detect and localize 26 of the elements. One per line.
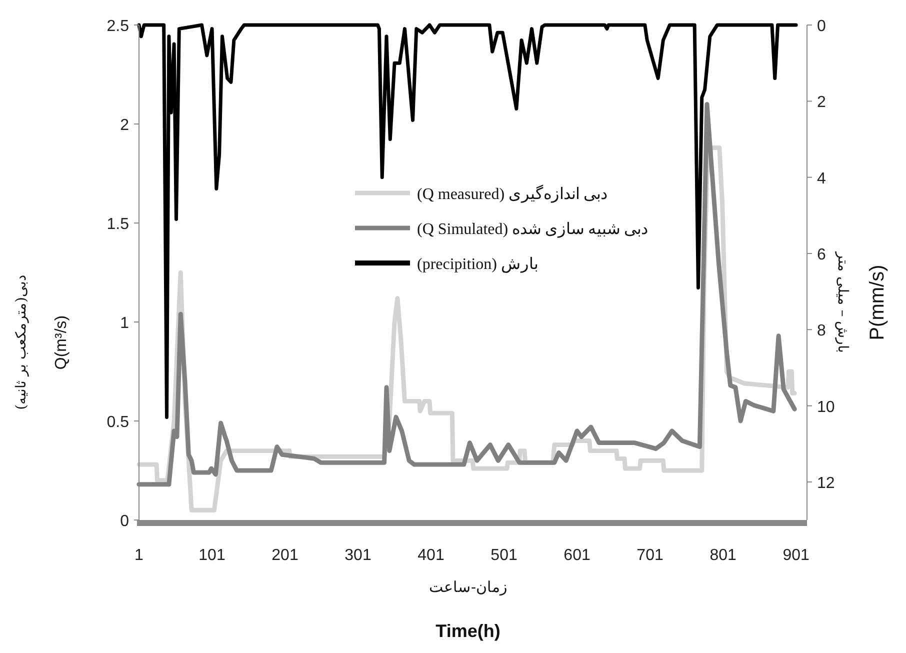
x-tick-label: 801 [710, 547, 736, 564]
y2-tick-label: 12 [817, 474, 835, 492]
x-tick-label: 701 [636, 547, 664, 564]
y-tick-label: 2.5 [106, 18, 130, 35]
x-tick-label: 201 [272, 547, 298, 564]
y2-tick-label: 8 [817, 322, 826, 340]
x-tick-label: 101 [198, 547, 226, 564]
x-tick-label: 601 [564, 547, 590, 564]
y2-tick-label: 10 [817, 398, 835, 416]
x-tick-label: 501 [490, 547, 518, 564]
legend-label: دبی اندازه‌گیری (Q measured) [417, 184, 608, 203]
y-tick-label: 0 [120, 513, 130, 530]
x-tick-label: 401 [418, 547, 444, 564]
legend-label: بارش (precipition) [417, 256, 538, 273]
y-tick-label: 1 [120, 315, 130, 332]
y-tick-label: 0.5 [106, 414, 130, 431]
y2-tick-label: 6 [817, 246, 826, 264]
y-tick-label: 2 [120, 117, 130, 134]
x-tick-label: 301 [344, 547, 372, 564]
y2-tick-label: 4 [817, 170, 826, 188]
y2-tick-label: 0 [817, 18, 826, 35]
y2-tick-label: 2 [817, 94, 826, 112]
legend-label: دبی شبیه سازی شده (Q Simulated) [417, 221, 648, 238]
x-tick-label: 1 [134, 547, 144, 564]
x-tick-label: 901 [782, 547, 810, 564]
y-tick-label: 1.5 [106, 216, 130, 233]
